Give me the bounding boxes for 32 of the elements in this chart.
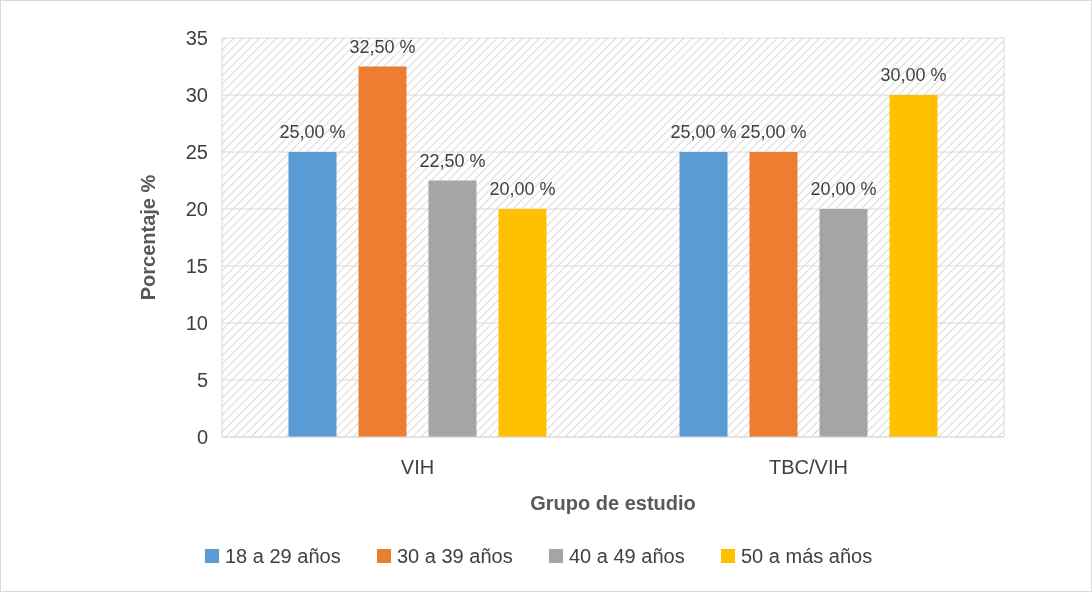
legend-label: 40 a 49 años bbox=[569, 545, 685, 567]
data-label: 30,00 % bbox=[880, 65, 947, 85]
bar bbox=[358, 66, 407, 437]
y-tick-label: 10 bbox=[185, 312, 208, 334]
y-tick-label: 30 bbox=[185, 84, 208, 106]
y-tick-label: 15 bbox=[185, 255, 208, 277]
legend-label: 18 a 29 años bbox=[225, 545, 341, 567]
bar bbox=[679, 152, 728, 437]
y-tick-label: 35 bbox=[185, 27, 208, 49]
x-tick-label: TBC/VIH bbox=[769, 456, 848, 478]
bar bbox=[498, 209, 547, 437]
data-label: 22,50 % bbox=[419, 150, 486, 171]
x-tick-label: VIH bbox=[400, 456, 435, 478]
legend-label: 30 a 39 años bbox=[397, 545, 513, 567]
bar bbox=[889, 95, 938, 437]
legend-label: 50 a más años bbox=[741, 545, 873, 567]
data-label: 20,00 % bbox=[489, 179, 556, 199]
data-label: 32,50 % bbox=[349, 36, 416, 57]
y-tick-label: 25 bbox=[185, 141, 208, 163]
x-axis-title: Grupo de estudio bbox=[530, 492, 696, 514]
data-label: 25,00 % bbox=[740, 122, 807, 142]
data-label: 20,00 % bbox=[810, 179, 877, 199]
bar bbox=[288, 152, 337, 437]
y-tick-label: 5 bbox=[196, 369, 208, 391]
bar bbox=[819, 209, 868, 437]
data-label: 25,00 % bbox=[670, 122, 737, 142]
y-tick-label: 20 bbox=[185, 198, 208, 220]
bar bbox=[428, 180, 477, 437]
y-tick-label: 0 bbox=[196, 426, 208, 448]
y-axis-title: Porcentaje % bbox=[137, 174, 159, 301]
data-label: 25,00 % bbox=[279, 122, 346, 142]
bar bbox=[749, 152, 798, 437]
